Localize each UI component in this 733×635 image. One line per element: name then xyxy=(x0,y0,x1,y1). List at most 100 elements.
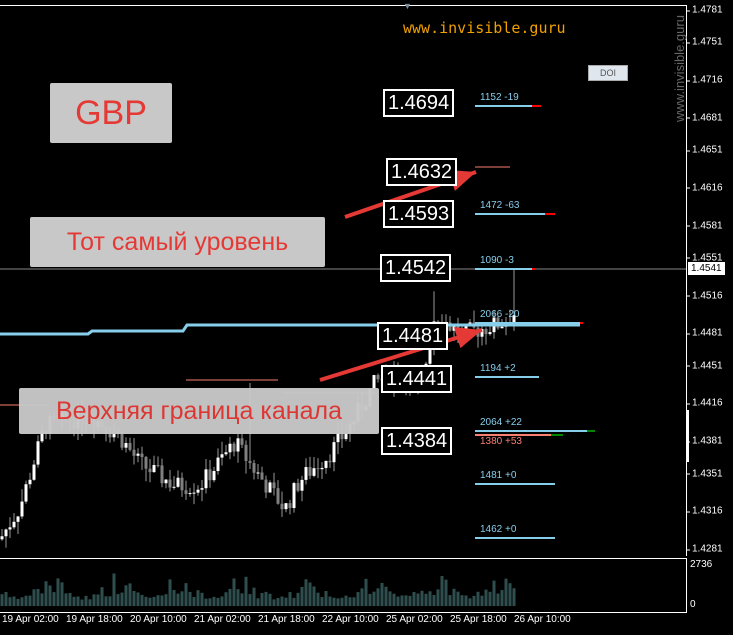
volume-level-line xyxy=(475,105,532,107)
candle-body xyxy=(188,493,192,495)
volume-bar xyxy=(304,579,308,606)
volume-bar xyxy=(116,594,120,606)
volume-bar xyxy=(100,587,104,606)
candle-body xyxy=(464,323,468,330)
price-tick: 1.4751 xyxy=(687,36,723,48)
candle-body xyxy=(428,346,432,364)
price-tick: 1.4351 xyxy=(687,468,723,480)
price-tick: 1.4481 xyxy=(687,327,723,339)
candle-body xyxy=(436,321,440,323)
volume-bar xyxy=(328,596,332,606)
channel-line xyxy=(0,323,580,336)
price-tick: 1.4416 xyxy=(687,397,723,409)
price-chart-area[interactable] xyxy=(0,5,687,556)
candle-body xyxy=(512,315,516,324)
volume-bar xyxy=(344,595,348,606)
volume-bar xyxy=(492,580,496,606)
time-tick: 22 Apr 10:00 xyxy=(322,614,379,625)
candle-body xyxy=(0,536,4,540)
candle-body xyxy=(480,329,484,337)
volume-bar xyxy=(276,597,280,606)
volume-bar xyxy=(404,595,408,606)
candle-body xyxy=(308,467,312,476)
volume-bar xyxy=(72,596,76,606)
volume-bar xyxy=(24,595,28,606)
volume-bar xyxy=(356,592,360,606)
volume-bar xyxy=(460,595,464,606)
candle-body xyxy=(340,433,344,440)
time-tick: 19 Apr 02:00 xyxy=(2,614,59,625)
volume-bar xyxy=(16,598,20,606)
volume-bar xyxy=(420,590,424,606)
candle-body xyxy=(244,444,248,461)
volume-bar xyxy=(400,595,404,606)
volume-level-label: 1194 +2 xyxy=(480,363,516,374)
volume-bar xyxy=(232,578,236,606)
volume-bar xyxy=(192,597,196,606)
time-tick: 21 Apr 02:00 xyxy=(194,614,251,625)
volume-bar xyxy=(204,598,208,606)
volume-bar xyxy=(40,593,44,606)
candle-body xyxy=(212,471,216,481)
price-level-box: 1.4441 xyxy=(381,365,453,393)
price-level-box: 1.4593 xyxy=(383,200,455,228)
volume-bar xyxy=(340,597,344,606)
volume-bar xyxy=(504,578,508,606)
volume-panel[interactable] xyxy=(0,558,687,613)
volume-bar xyxy=(480,595,484,606)
volume-bar xyxy=(320,597,324,606)
volume-bar xyxy=(80,599,84,606)
candle-body xyxy=(204,469,208,489)
price-tick: 1.4781 xyxy=(687,4,723,16)
volume-bar xyxy=(428,591,432,606)
volume-bar xyxy=(124,585,128,606)
volume-bar xyxy=(312,586,316,606)
candle-body xyxy=(296,483,300,491)
volume-bar xyxy=(128,583,132,606)
candle-body xyxy=(344,433,348,440)
candle-body xyxy=(376,375,380,380)
volume-bar xyxy=(496,593,500,606)
volume-bar xyxy=(220,596,224,606)
volume-bar xyxy=(416,593,420,606)
volume-bar xyxy=(68,592,72,606)
volume-bar xyxy=(188,591,192,606)
arrow-head-icon xyxy=(453,327,482,349)
scroll-marker xyxy=(686,410,689,462)
volume-level-label: 1090 -3 xyxy=(480,255,514,266)
volume-bar xyxy=(408,595,412,606)
volume-level-line xyxy=(475,434,551,436)
volume-bar xyxy=(436,589,440,606)
candle-body xyxy=(256,472,260,474)
volume-max-label: 2736 xyxy=(690,559,713,570)
volume-bar xyxy=(32,589,36,606)
volume-bar xyxy=(212,596,216,606)
volume-bar xyxy=(180,591,184,606)
price-tick: 1.4581 xyxy=(687,220,723,232)
candle-body xyxy=(272,482,276,489)
volume-bar xyxy=(88,599,92,606)
volume-bar xyxy=(144,596,148,606)
volume-bar xyxy=(432,594,436,606)
volume-bar xyxy=(216,597,220,606)
doi-button[interactable]: DOI xyxy=(588,65,628,81)
candle-body xyxy=(112,433,116,438)
current-price-label: 1.4541 xyxy=(688,262,725,275)
volume-bar xyxy=(472,595,476,606)
volume-bar xyxy=(372,591,376,606)
watermark-url: www.invisible.guru xyxy=(403,19,566,37)
volume-bar xyxy=(284,597,288,606)
volume-bar xyxy=(56,578,60,606)
candle-body xyxy=(120,432,124,448)
period-separator-marker-icon: ▼ xyxy=(403,1,412,11)
volume-min-label: 0 xyxy=(690,599,696,610)
candle-body xyxy=(240,438,244,445)
volume-bar xyxy=(272,599,276,606)
candle-body xyxy=(264,479,268,493)
price-tick: 1.4451 xyxy=(687,360,723,372)
symbol-label: GBP xyxy=(50,83,172,143)
volume-bar xyxy=(200,592,204,606)
volume-bar xyxy=(512,588,516,606)
level-delta-bar xyxy=(551,434,563,436)
